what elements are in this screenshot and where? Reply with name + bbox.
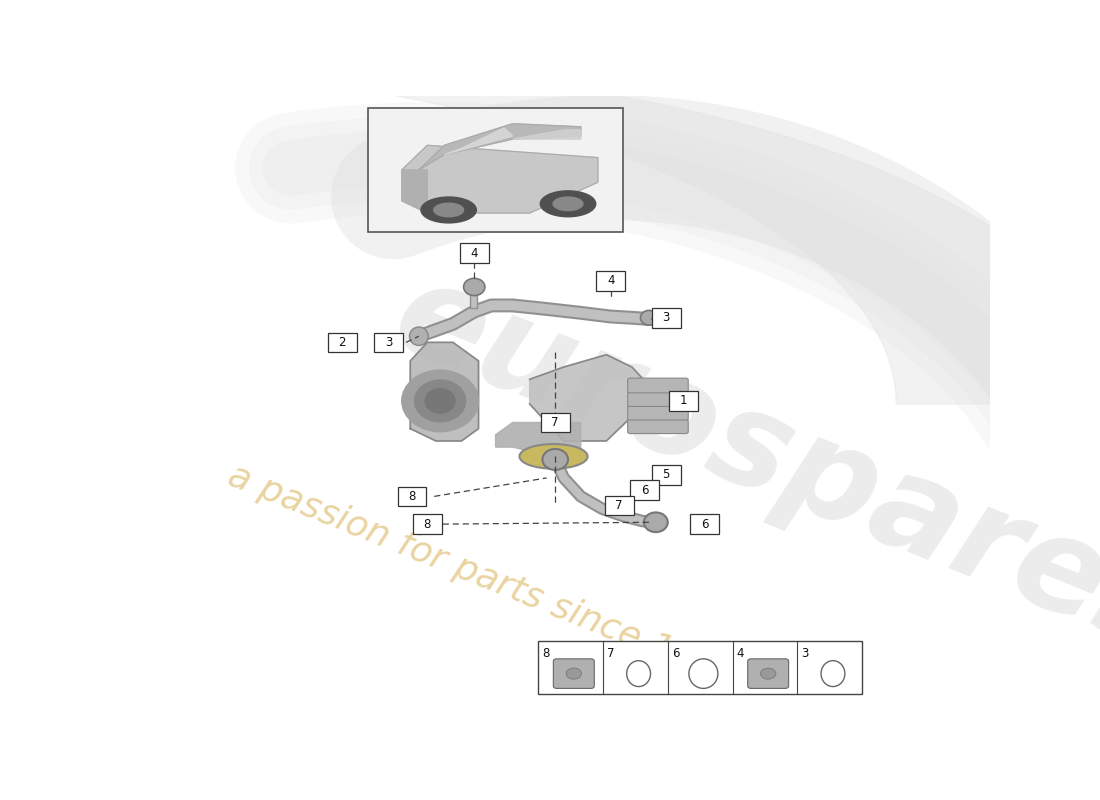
FancyBboxPatch shape [596,271,625,290]
Text: 3: 3 [802,647,808,660]
Text: 7: 7 [551,416,559,429]
FancyBboxPatch shape [328,333,356,352]
Text: eurospares: eurospares [376,250,1100,681]
FancyBboxPatch shape [628,392,689,406]
Ellipse shape [760,668,775,679]
Text: 3: 3 [385,336,393,349]
FancyBboxPatch shape [605,496,634,515]
Ellipse shape [542,449,568,470]
Ellipse shape [415,380,465,422]
Ellipse shape [640,310,658,325]
Text: 2: 2 [339,336,345,349]
Text: 7: 7 [607,647,615,660]
Ellipse shape [463,278,485,295]
Ellipse shape [421,197,476,223]
Bar [538,641,862,694]
Text: 7: 7 [615,499,623,512]
Polygon shape [419,124,581,170]
FancyBboxPatch shape [748,659,789,689]
FancyBboxPatch shape [651,465,681,485]
FancyBboxPatch shape [669,391,697,410]
Polygon shape [530,354,649,441]
Ellipse shape [402,370,478,432]
Text: 6: 6 [672,647,680,660]
FancyBboxPatch shape [651,308,681,328]
Ellipse shape [540,191,596,217]
FancyBboxPatch shape [374,333,404,352]
Text: 4: 4 [737,647,745,660]
FancyBboxPatch shape [412,514,442,534]
Text: 3: 3 [662,311,670,324]
Ellipse shape [566,668,582,679]
Polygon shape [495,422,581,459]
Text: 8: 8 [542,647,550,660]
Text: 6: 6 [701,518,708,530]
Ellipse shape [409,327,428,346]
Ellipse shape [433,203,463,217]
Ellipse shape [644,513,668,532]
Polygon shape [402,146,598,213]
FancyBboxPatch shape [397,486,427,506]
Text: 4: 4 [607,274,615,287]
Text: 8: 8 [424,518,431,530]
Polygon shape [444,128,513,154]
Ellipse shape [553,197,583,210]
FancyBboxPatch shape [630,480,659,500]
Ellipse shape [689,659,718,689]
FancyBboxPatch shape [541,413,570,432]
Polygon shape [410,342,478,441]
Text: 8: 8 [408,490,416,503]
Text: a passion for parts since 1985: a passion for parts since 1985 [222,458,741,694]
Text: 6: 6 [641,484,649,497]
Polygon shape [402,170,427,213]
Polygon shape [513,130,581,139]
Text: 1: 1 [680,394,686,407]
Ellipse shape [426,389,455,414]
Ellipse shape [627,661,650,686]
Bar [367,108,624,231]
FancyBboxPatch shape [628,418,689,434]
FancyBboxPatch shape [628,378,689,393]
FancyBboxPatch shape [628,406,689,420]
Text: 4: 4 [471,246,478,259]
Text: 5: 5 [662,468,670,482]
Ellipse shape [821,661,845,686]
Ellipse shape [519,444,587,469]
FancyBboxPatch shape [690,514,719,534]
FancyBboxPatch shape [460,243,488,263]
FancyBboxPatch shape [553,659,594,689]
